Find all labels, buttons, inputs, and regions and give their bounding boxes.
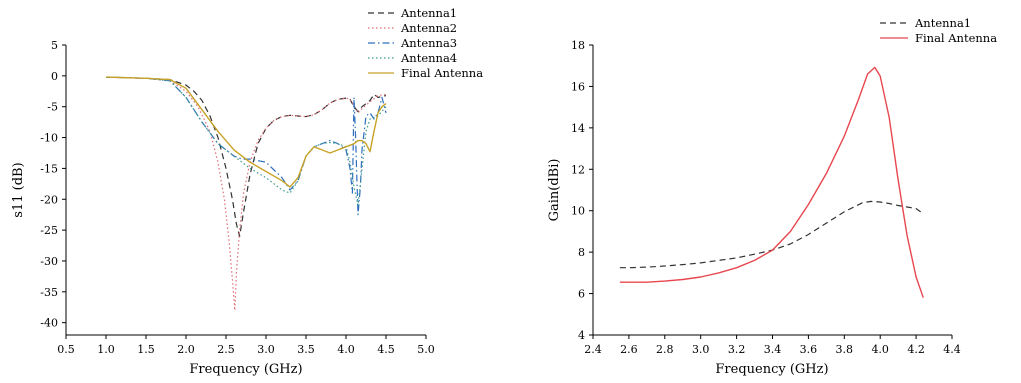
y-axis-label: s11 (dB) xyxy=(11,162,26,217)
x-tick-label: 2.4 xyxy=(584,343,602,356)
x-axis-label: Frequency (GHz) xyxy=(189,362,302,377)
x-tick-label: 5.0 xyxy=(417,343,435,356)
y-tick-label: -15 xyxy=(40,162,58,175)
x-tick-label: 3.0 xyxy=(257,343,275,356)
x-tick-label: 3.2 xyxy=(728,343,746,356)
legend-label-antenna3: Antenna3 xyxy=(400,36,457,50)
series-line-antenna1 xyxy=(106,77,386,236)
x-tick-label: 1.5 xyxy=(137,343,155,356)
y-tick-label: -10 xyxy=(40,132,58,145)
x-tick-label: 2.6 xyxy=(620,343,638,356)
x-tick-label: 3.8 xyxy=(836,343,854,356)
x-axis-label: Frequency (GHz) xyxy=(715,362,828,377)
x-tick-label: 3.5 xyxy=(297,343,315,356)
x-tick-label: 4.5 xyxy=(377,343,395,356)
x-tick-label: 2.8 xyxy=(656,343,674,356)
legend-label-antenna4: Antenna4 xyxy=(400,51,457,65)
series-line-final-antenna xyxy=(620,67,923,297)
series-line-final-antenna xyxy=(106,77,386,187)
y-tick-label: 10 xyxy=(571,205,585,218)
series-line-antenna3 xyxy=(106,77,386,215)
legend-label-final-antenna: Final Antenna xyxy=(401,66,483,80)
chart-1: 0.5 1.0 1.5 2.0 2.5 3.0 3.5 4.0 4.5 5.0 5 0 -5 -10 -15… xyxy=(11,6,483,377)
x-tick-label: 2.5 xyxy=(217,343,235,356)
y-tick-label: 4 xyxy=(578,329,585,342)
x-tick-label: 0.5 xyxy=(57,343,75,356)
x-tick-label: 3.6 xyxy=(800,343,818,356)
y-tick-label: -40 xyxy=(40,317,58,330)
x-tick-label: 4.2 xyxy=(907,343,925,356)
y-tick-label: -20 xyxy=(40,193,58,206)
legend-label-antenna2: Antenna2 xyxy=(400,21,457,35)
legend-label-antenna1: Antenna1 xyxy=(914,16,971,30)
y-axis-label: Gain(dBi) xyxy=(547,159,562,222)
x-tick-label: 4.0 xyxy=(871,343,889,356)
x-tick-label: 4.4 xyxy=(943,343,961,356)
series-line-antenna2 xyxy=(106,77,386,310)
legend-label-antenna1: Antenna1 xyxy=(400,6,457,20)
y-tick-label: 8 xyxy=(578,246,585,259)
legend-label-final-antenna: Final Antenna xyxy=(915,31,997,45)
y-tick-label: 0 xyxy=(51,70,58,83)
y-tick-label: -30 xyxy=(40,255,58,268)
y-tick-label: 6 xyxy=(578,288,585,301)
y-tick-label: 12 xyxy=(571,163,585,176)
x-tick-label: 3.0 xyxy=(692,343,710,356)
y-tick-label: -25 xyxy=(40,224,58,237)
y-tick-label: 5 xyxy=(51,39,58,52)
chart-2: 2.4 2.6 2.8 3.0 3.2 3.4 3.6 3.8 4.0 4.2 4.4 4 6 8 10 12… xyxy=(547,16,997,377)
series-line-antenna4 xyxy=(106,77,386,205)
x-tick-label: 3.4 xyxy=(764,343,782,356)
y-tick-label: -5 xyxy=(47,101,58,114)
x-tick-label: 2.0 xyxy=(177,343,195,356)
y-tick-label: 18 xyxy=(571,39,585,52)
x-tick-label: 1.0 xyxy=(97,343,115,356)
x-tick-label: 4.0 xyxy=(337,343,355,356)
y-tick-label: 16 xyxy=(571,80,585,93)
y-tick-label: -35 xyxy=(40,286,58,299)
series-line-antenna1 xyxy=(620,201,923,267)
y-tick-label: 14 xyxy=(571,122,585,135)
